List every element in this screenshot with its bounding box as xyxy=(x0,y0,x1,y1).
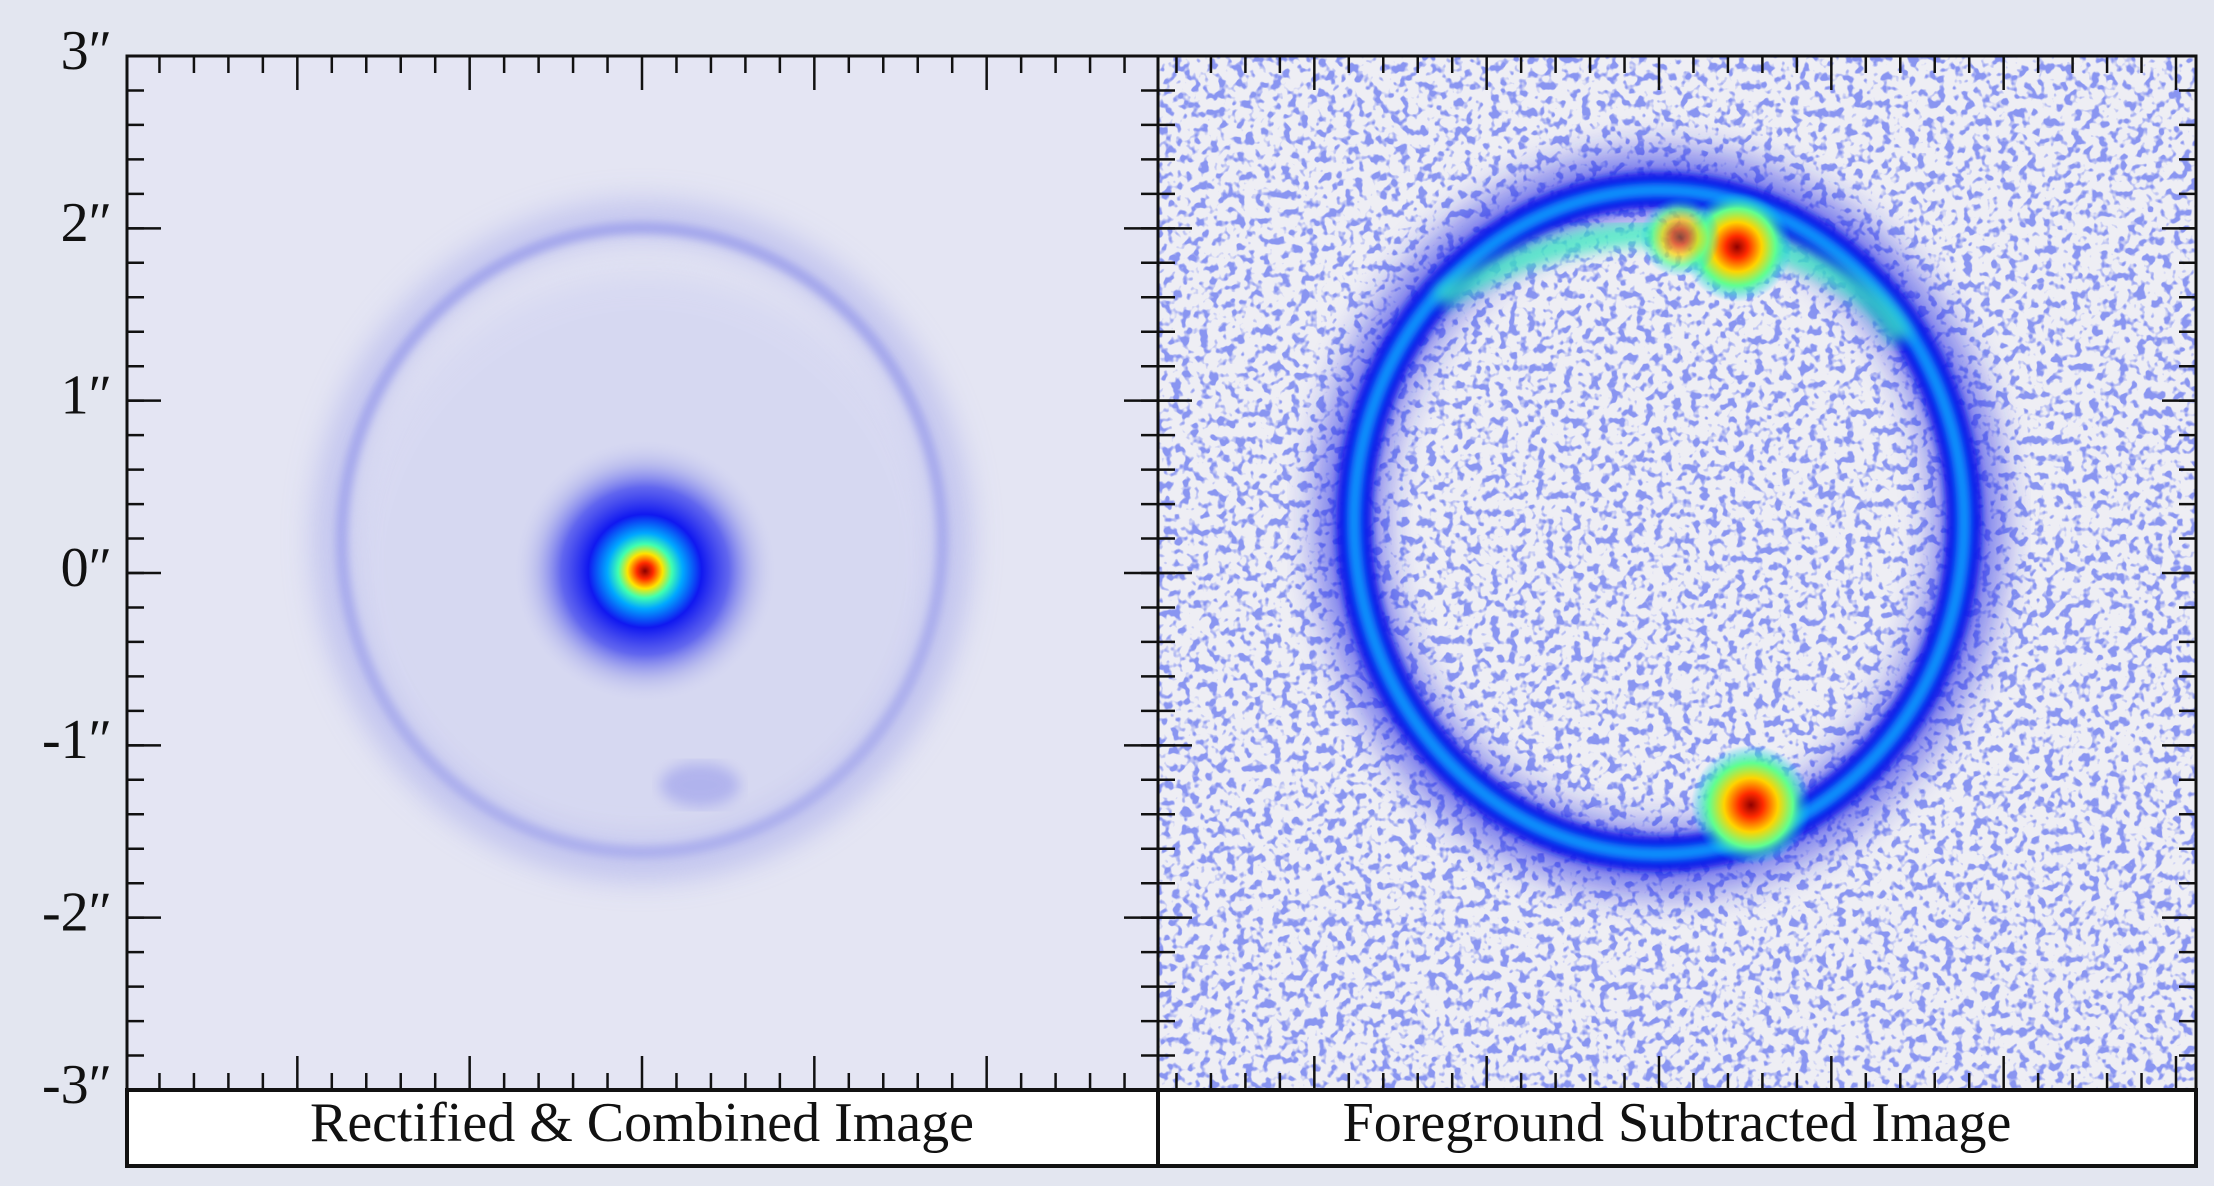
y-tick-label: -3″ xyxy=(42,1054,112,1116)
left-image xyxy=(127,56,1158,1090)
hot-spot xyxy=(1691,745,1811,865)
y-tick-label: 0″ xyxy=(61,537,112,599)
y-tick-label: -2″ xyxy=(42,882,112,944)
ring-core xyxy=(1347,183,1971,861)
y-tick-label: 1″ xyxy=(61,365,112,427)
right-image xyxy=(1158,56,2196,1090)
hot-spot xyxy=(1640,197,1720,277)
panel-label: Rectified & Combined Image xyxy=(310,1092,974,1154)
label-box xyxy=(125,1088,2198,1168)
y-tick-label: -1″ xyxy=(42,709,112,771)
y-tick-label: 2″ xyxy=(61,192,112,254)
galaxy-core xyxy=(510,436,780,706)
y-tick-label: 3″ xyxy=(61,20,112,82)
panel-label: Foreground Subtracted Image xyxy=(1343,1092,2012,1154)
